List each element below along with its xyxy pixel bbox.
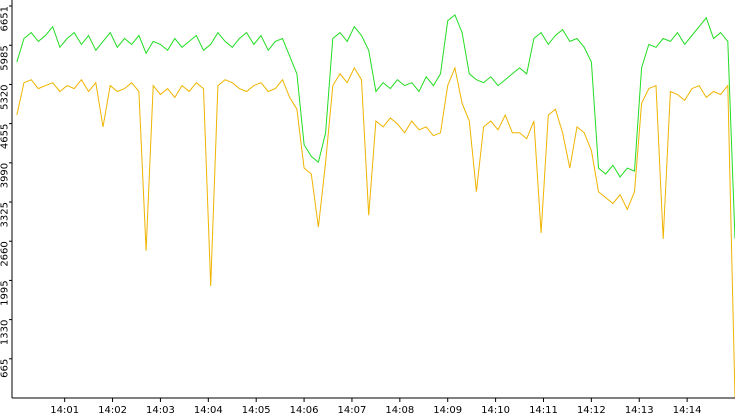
x-tick-label: 14:14 [673, 405, 702, 415]
x-tick-label: 14:07 [338, 405, 367, 415]
x-tick-label: 14:08 [385, 405, 414, 415]
x-tick-label: 14:05 [242, 405, 271, 415]
y-tick-label: 4655 [0, 124, 10, 149]
x-tick-label: 14:04 [194, 405, 223, 415]
x-tick-label: 14:09 [433, 405, 462, 415]
series-line [16, 14, 735, 239]
series-line [16, 66, 735, 399]
y-tick-label: 665 [0, 359, 10, 378]
y-tick-label: 5320 [0, 84, 10, 109]
x-tick-label: 14:11 [529, 405, 558, 415]
y-tick-label: 3325 [0, 202, 10, 227]
y-tick-label: 2660 [0, 241, 10, 266]
x-tick-label: 14:12 [577, 405, 606, 415]
y-tick-label: 1995 [0, 280, 10, 305]
y-tick-label: 6651 [0, 6, 10, 31]
x-tick-label: 14:06 [290, 405, 319, 415]
x-tick-label: 14:13 [625, 405, 654, 415]
x-tick-label: 14:10 [481, 405, 510, 415]
y-tick-label: 1330 [0, 320, 10, 345]
x-tick-label: 14:02 [98, 405, 127, 415]
x-tick-label: 14:03 [146, 405, 175, 415]
x-tick-label: 14:01 [50, 405, 79, 415]
y-tick-label: 3990 [0, 163, 10, 188]
y-tick-label: 5985 [0, 45, 10, 70]
